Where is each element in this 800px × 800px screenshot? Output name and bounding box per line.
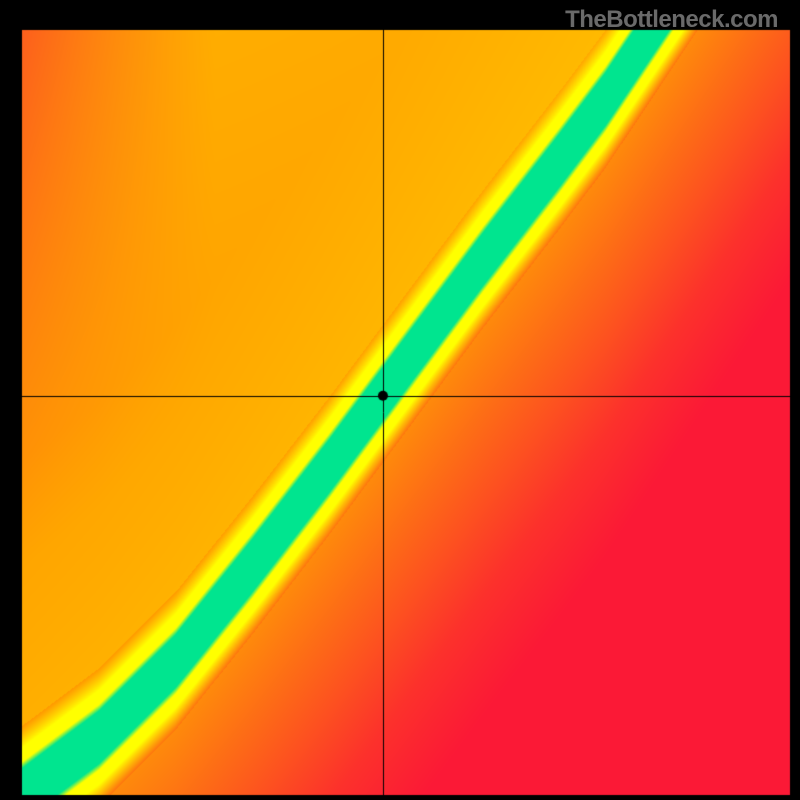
watermark-text: TheBottleneck.com <box>565 6 778 34</box>
heatmap-canvas <box>0 0 800 800</box>
bottleneck-heatmap-container: TheBottleneck.com <box>0 0 800 800</box>
